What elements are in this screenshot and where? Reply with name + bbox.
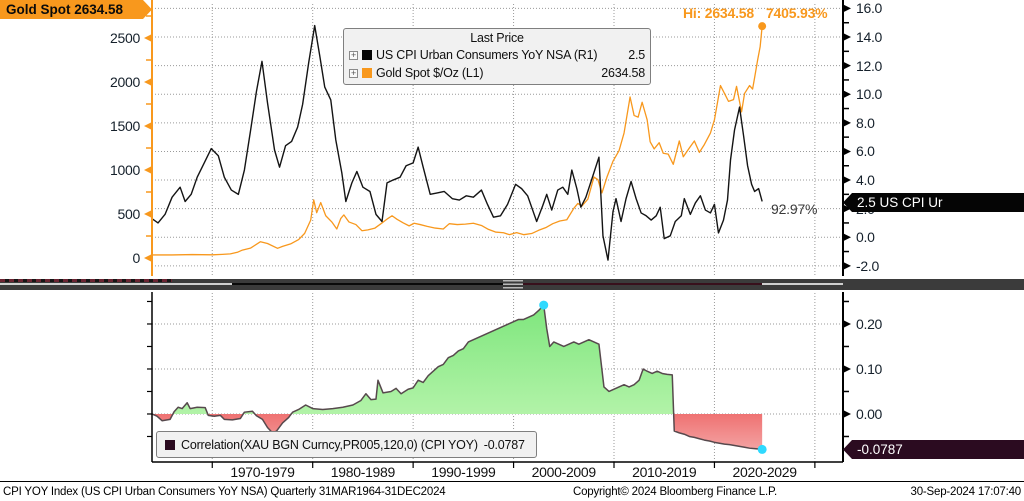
panel-splitter[interactable]	[0, 279, 1024, 290]
timestamp: 30-Sep-2024 17:07:40	[910, 486, 1022, 498]
correlation-legend-value: -0.0787	[483, 437, 525, 452]
correlation-last-value-badge: -0.0787	[843, 440, 1024, 459]
expand-icon[interactable]: +	[349, 49, 358, 60]
correlation-series-chip	[165, 439, 175, 450]
axis-tick-label: 0.00	[856, 405, 883, 422]
axis-tick-label: 4.0	[856, 172, 875, 189]
legend-series-value: 2634.58	[601, 66, 645, 80]
series-color-chip	[362, 50, 372, 60]
x-axis-labels: 1970-1979 1980-1989 1990-1999 2000-2009 2010…	[0, 464, 1024, 481]
legend-rows: + US CPI Urban Consumers YoY NSA (R1) 2.5 +…	[349, 46, 645, 82]
splitter-segment	[523, 283, 762, 285]
axis-tick-label: 6.0	[856, 143, 875, 160]
high-percent: 7405.93%	[765, 5, 828, 21]
axis-tick-label: 500	[117, 206, 141, 222]
axis-tick-label: 0	[132, 250, 141, 266]
copyright-text: Copyright© 2024 Bloomberg Finance L.P.	[573, 486, 777, 498]
splitter-segment	[232, 283, 503, 285]
axis-tick-label: -2.0	[856, 257, 879, 274]
axis-tick-label: 2010-2019	[632, 464, 697, 480]
legend-series-label: US CPI Urban Consumers YoY NSA (R1)	[376, 48, 598, 62]
axis-tick-label: 1980-1989	[330, 464, 396, 480]
correlation-legend-label: Correlation(XAU BGN Curncy,PR005,120,0) …	[181, 437, 478, 452]
legend-title: Last Price	[470, 31, 524, 45]
axis-tick-label: 2000-2009	[531, 464, 597, 480]
series-color-chip	[362, 68, 372, 78]
expand-icon[interactable]: +	[349, 67, 358, 78]
axis-tick-label: 16.0	[856, 0, 883, 17]
cpi-last-value-badge: 2.5 US CPI Ur	[843, 193, 1024, 212]
status-series-info: CPI YOY Index (US CPI Urban Consumers Yo…	[3, 486, 446, 498]
axis-tick-label: 1990-1999	[431, 464, 496, 480]
axis-tick-label: 0.10	[856, 360, 883, 377]
legend-series-value: 2.5	[628, 48, 645, 62]
percent-annotation: 92.97%	[771, 201, 818, 217]
axis-tick-label: 10.0	[856, 86, 883, 103]
axis-tick-label: 2020-2029	[732, 464, 798, 480]
axis-tick-label: 1970-1979	[230, 464, 295, 480]
axis-tick-label: 14.0	[856, 29, 883, 46]
price-legend[interactable]: Last Price + US CPI Urban Consumers YoY N…	[343, 28, 651, 85]
axis-tick-label: 0.20	[856, 315, 883, 332]
high-annotation: Hi: 2634.58 7405.93%	[683, 5, 839, 21]
gold-axis-labels: 2500 2000 1500 1000 500 0	[0, 0, 140, 290]
legend-series-label: Gold Spot $/Oz (L1)	[376, 66, 484, 80]
axis-tick-label: 1000	[110, 162, 140, 178]
axis-tick-label: 0.0	[856, 229, 875, 246]
right-axis-labels: 16.014.012.010.08.06.04.02.00.0-2.00.200…	[856, 0, 916, 470]
axis-tick-label: 1500	[110, 118, 140, 134]
high-value: Hi: 2634.58	[683, 5, 754, 21]
splitter-segment	[0, 283, 232, 285]
gold-last-price-badge: Gold Spot 2634.58	[0, 0, 152, 19]
status-bar: CPI YOY Index (US CPI Urban Consumers Yo…	[0, 481, 1024, 501]
splitter-grip-icon[interactable]	[503, 280, 523, 289]
splitter-segment	[762, 283, 843, 285]
axis-tick-label: 12.0	[856, 57, 883, 74]
legend-row[interactable]: + Gold Spot $/Oz (L1) 2634.58	[349, 64, 645, 82]
axis-tick-label: 2000	[110, 74, 140, 90]
legend-row[interactable]: + US CPI Urban Consumers YoY NSA (R1) 2.5	[349, 46, 645, 64]
splitter-segment	[0, 279, 172, 282]
axis-tick-label: 2500	[110, 29, 140, 46]
axis-tick-label: 8.0	[856, 114, 875, 131]
correlation-legend[interactable]: Correlation(XAU BGN Curncy,PR005,120,0) …	[156, 431, 537, 458]
